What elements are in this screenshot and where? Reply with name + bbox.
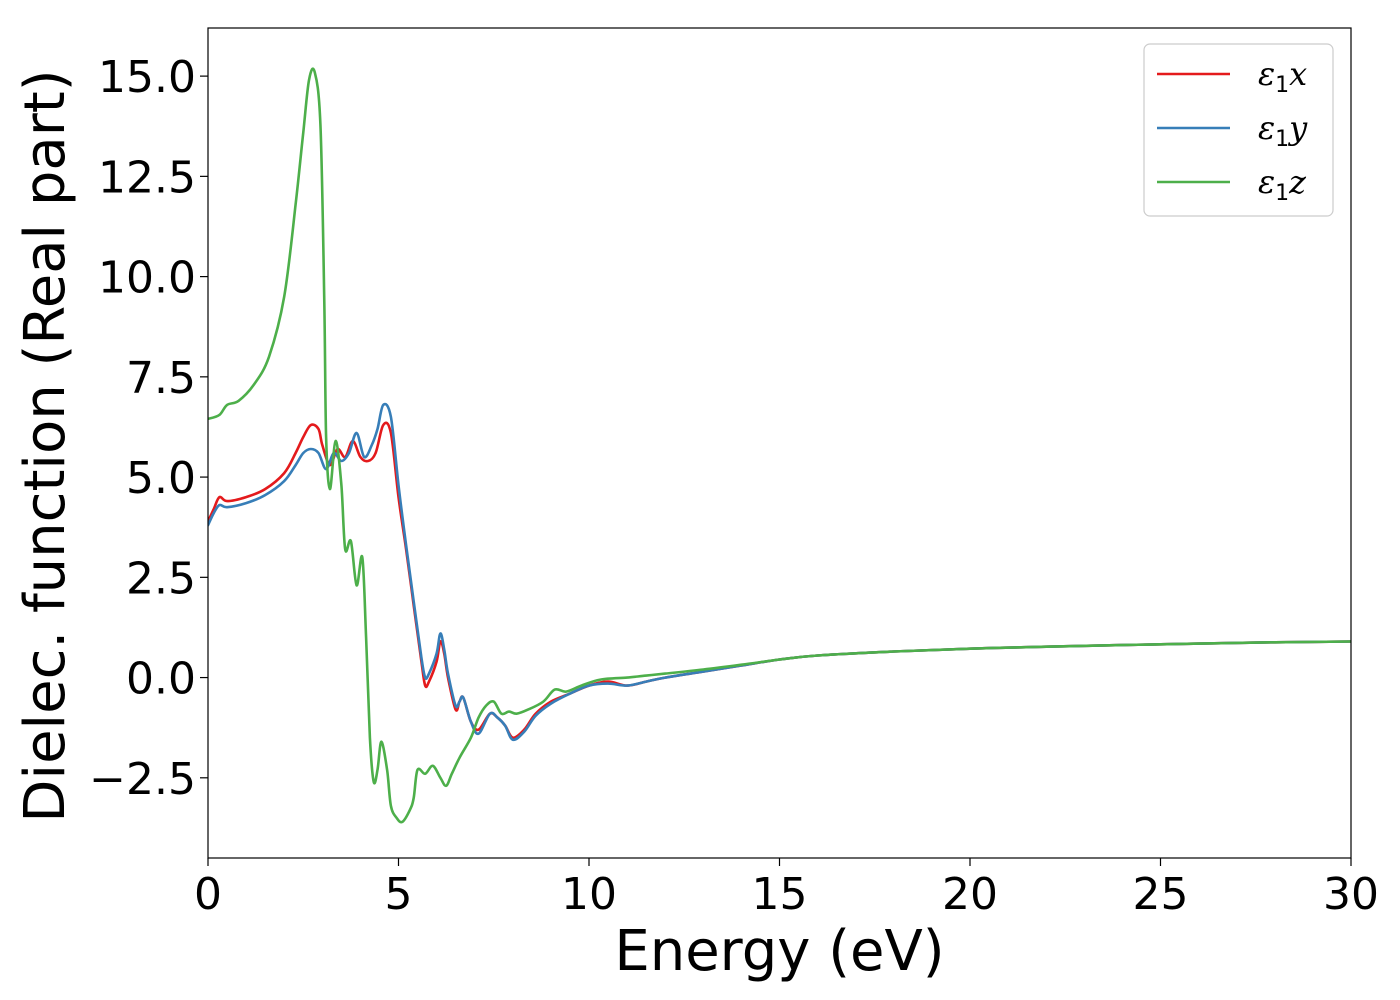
x-tick-label: 25 [1133, 869, 1189, 920]
x-tick-label: 5 [385, 869, 413, 920]
legend-label-var: z [1288, 163, 1307, 201]
legend-label-base: ε [1258, 109, 1275, 147]
legend-label-y: ε1y [1258, 109, 1308, 152]
series-layer [208, 67, 1351, 824]
y-tick-label: 5.0 [126, 453, 196, 504]
legend-label-var: y [1287, 109, 1308, 147]
y-tick-label: −2.5 [89, 754, 196, 805]
y-tick-label: 2.5 [126, 553, 196, 604]
legend-label-subscript: 1 [1275, 181, 1289, 206]
x-tick-label: 20 [942, 869, 998, 920]
legend-label-x: ε1x [1258, 55, 1307, 98]
x-tick-label: 15 [752, 869, 808, 920]
y-tick-label: 12.5 [98, 152, 196, 203]
series-line-y [208, 402, 1351, 742]
x-tick-label: 30 [1323, 869, 1379, 920]
legend-label-z: ε1z [1258, 163, 1307, 206]
x-tick-label: 10 [561, 869, 617, 920]
x-axis-ticks: 0 5 10 15 20 25 30 [194, 858, 1379, 920]
legend-label-base: ε [1258, 55, 1275, 93]
series-line-z [208, 67, 1351, 824]
legend-box [1143, 43, 1334, 217]
y-tick-label: 10.0 [98, 253, 196, 304]
legend-label-var: x [1289, 55, 1307, 93]
legend-label-base: ε [1258, 163, 1275, 201]
series-line-x [208, 421, 1351, 740]
y-tick-label: 15.0 [98, 52, 196, 103]
legend-label-subscript: 1 [1275, 73, 1289, 98]
x-tick-label: 0 [194, 869, 222, 920]
x-axis-title: Energy (eV) [614, 919, 944, 984]
y-axis-title: Dielec. function (Real part) [13, 69, 78, 822]
y-tick-label: 7.5 [126, 353, 196, 404]
legend-label-subscript: 1 [1275, 127, 1289, 152]
y-axis-ticks: −2.5 0.0 2.5 5.0 7.5 10.0 12.5 15.0 [89, 52, 208, 805]
y-tick-label: 0.0 [126, 654, 196, 705]
